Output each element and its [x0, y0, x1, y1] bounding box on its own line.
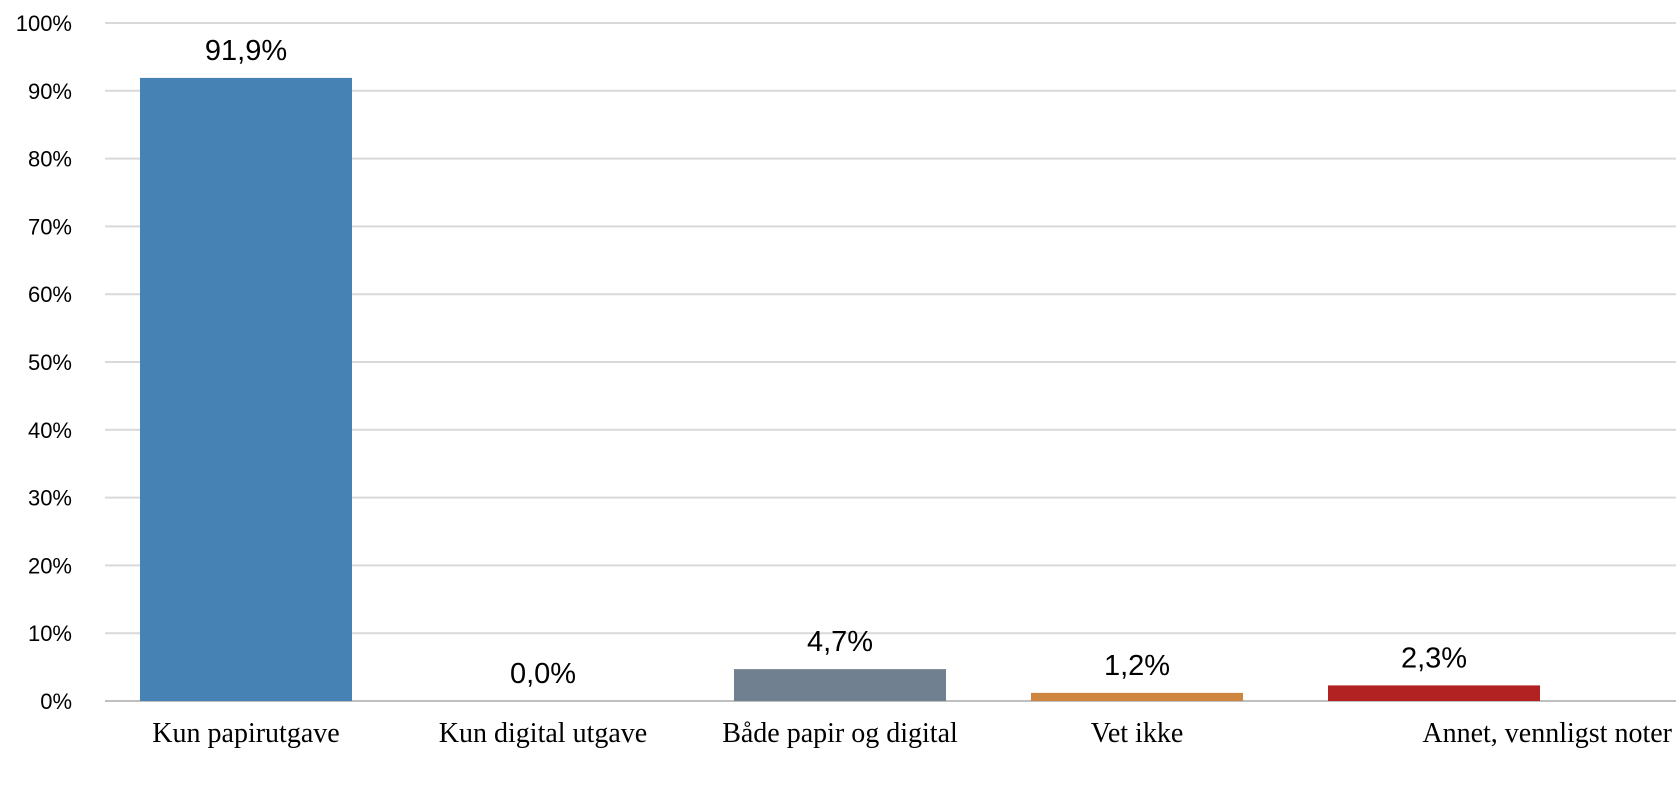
- x-category-label: Kun digital utgave: [439, 718, 647, 749]
- y-tick-label: 0%: [40, 689, 72, 714]
- y-tick-label: 100%: [16, 11, 72, 36]
- data-label: 2,3%: [1401, 642, 1467, 674]
- y-tick-label: 20%: [28, 553, 72, 578]
- bar: [1031, 692, 1243, 701]
- x-category-label: Vet ikke: [1091, 718, 1184, 749]
- data-label: 91,9%: [205, 35, 287, 67]
- data-label: 1,2%: [1104, 650, 1170, 682]
- bar: [734, 669, 946, 701]
- y-tick-label: 30%: [28, 486, 72, 511]
- x-category-label: Annet, vennligst noter: [1422, 718, 1672, 749]
- x-category-label: Både papir og digital: [722, 718, 958, 749]
- y-tick-label: 90%: [28, 79, 72, 104]
- y-axis-ticks: 0% 10% 20% 30% 40% 50% 60% 70% 80% 90% 100%: [16, 11, 72, 714]
- y-tick-label: 80%: [28, 147, 72, 172]
- bar: [140, 77, 352, 702]
- data-label: 0,0%: [510, 658, 576, 690]
- y-tick-label: 10%: [28, 621, 72, 646]
- y-tick-label: 40%: [28, 418, 72, 443]
- y-tick-label: 70%: [28, 214, 72, 239]
- x-category-label: Kun papirutgave: [152, 718, 339, 749]
- y-tick-label: 60%: [28, 282, 72, 307]
- gridlines: [105, 22, 1676, 702]
- bars: [140, 77, 1540, 702]
- y-tick-label: 50%: [28, 350, 72, 375]
- x-axis-categories: Kun papirutgave Kun digital utgave Både pa…: [152, 718, 1672, 749]
- data-labels: 91,9% 0,0% 4,7% 1,2% 2,3%: [205, 35, 1467, 690]
- bar: [1328, 685, 1540, 701]
- data-label: 4,7%: [807, 626, 873, 658]
